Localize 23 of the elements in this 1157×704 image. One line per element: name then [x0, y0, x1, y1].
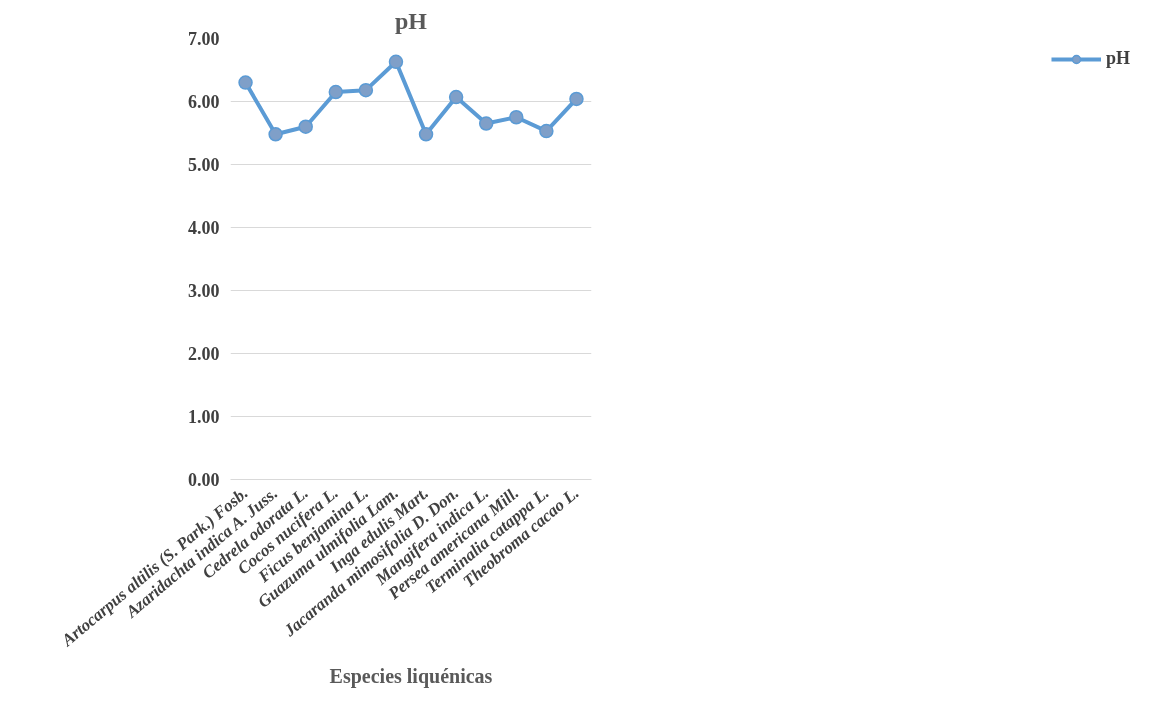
y-tick-label: 5.00 [188, 155, 220, 175]
y-tick-label: 3.00 [188, 281, 220, 301]
point [298, 119, 313, 134]
point [539, 123, 554, 139]
point [238, 75, 253, 90]
point [478, 116, 494, 131]
point [268, 127, 283, 142]
y-tick-label: 4.00 [188, 218, 220, 238]
point [328, 84, 344, 100]
x-axis-title: Especies liquénicas [329, 665, 493, 689]
point [569, 91, 584, 107]
point [448, 89, 464, 105]
y-tick-label: 1.00 [188, 407, 220, 427]
y-tick-label: 0.00 [188, 470, 220, 490]
point [509, 110, 524, 125]
point [358, 82, 374, 98]
y-tick-label: 2.00 [188, 344, 220, 364]
legend-label: pH [1105, 48, 1130, 69]
point [418, 127, 434, 142]
y-tick-label: 6.00 [188, 92, 220, 112]
point [388, 54, 404, 70]
chart-title: pH [394, 7, 428, 34]
y-tick-label: 7.00 [188, 29, 220, 49]
